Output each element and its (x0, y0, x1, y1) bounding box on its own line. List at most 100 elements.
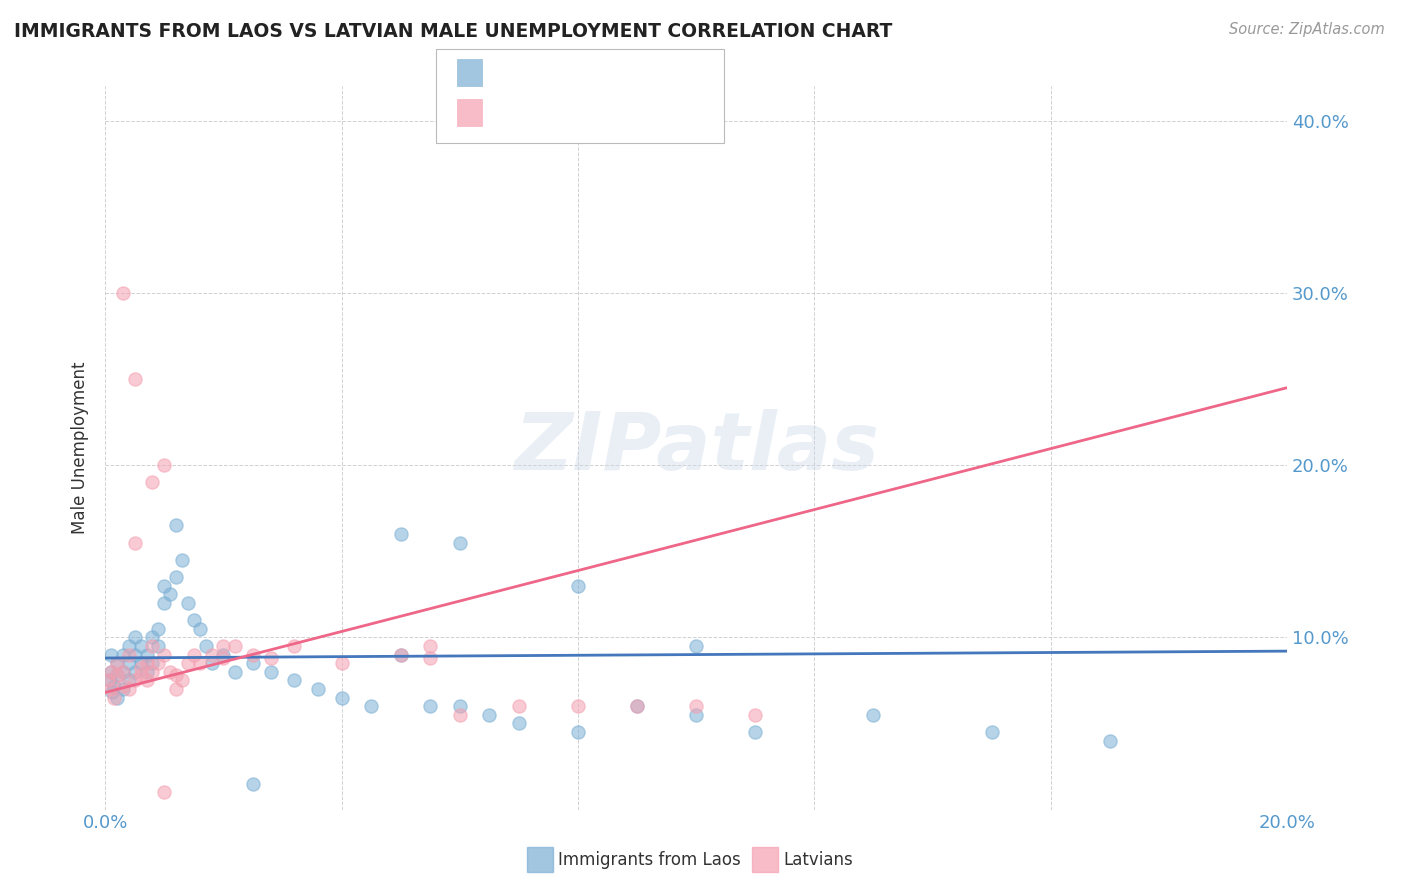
Point (100, 665, 122, 679)
Point (159, 587, 181, 601)
Point (141, 639, 163, 653)
Point (105, 690, 128, 705)
Text: ZIPatlas: ZIPatlas (513, 409, 879, 487)
Point (153, 458, 176, 472)
Point (118, 639, 141, 653)
Point (135, 665, 157, 679)
Point (508, 699, 530, 714)
Point (449, 707, 471, 722)
Point (212, 648, 235, 662)
Point (419, 651, 441, 665)
Point (330, 690, 353, 705)
Point (124, 631, 146, 645)
Point (148, 639, 170, 653)
Point (141, 631, 163, 645)
Point (194, 639, 217, 653)
Text: R = 0.021   N = 61: R = 0.021 N = 61 (489, 63, 673, 81)
Point (389, 648, 412, 662)
Point (419, 699, 441, 714)
Point (183, 648, 205, 662)
Point (862, 707, 884, 722)
Point (124, 648, 146, 662)
Y-axis label: Male Unemployment: Male Unemployment (72, 361, 89, 534)
Point (118, 656, 141, 670)
Point (124, 535, 146, 549)
Point (183, 613, 205, 627)
Point (141, 656, 163, 670)
Point (242, 656, 264, 670)
Point (165, 681, 187, 696)
Text: IMMIGRANTS FROM LAOS VS LATVIAN MALE UNEMPLOYMENT CORRELATION CHART: IMMIGRANTS FROM LAOS VS LATVIAN MALE UNE… (14, 22, 893, 41)
Point (330, 656, 353, 670)
Point (103, 679, 125, 693)
Point (170, 553, 193, 567)
Point (165, 570, 187, 584)
Point (124, 673, 146, 688)
Point (105, 668, 128, 682)
Point (685, 707, 707, 722)
Point (567, 579, 589, 593)
Text: Source: ZipAtlas.com: Source: ZipAtlas.com (1229, 22, 1385, 37)
Point (129, 668, 152, 682)
Point (224, 665, 246, 679)
Point (200, 648, 222, 662)
Point (111, 285, 134, 300)
Point (101, 685, 124, 699)
Point (159, 665, 181, 679)
Point (153, 785, 176, 799)
Point (153, 596, 176, 610)
Point (153, 648, 176, 662)
Point (567, 725, 589, 739)
Point (508, 716, 530, 731)
Point (135, 656, 157, 670)
Point (141, 475, 163, 490)
Point (111, 681, 134, 696)
Point (449, 699, 471, 714)
Point (111, 648, 134, 662)
Point (626, 699, 648, 714)
Point (242, 648, 264, 662)
Point (744, 725, 766, 739)
Point (148, 656, 170, 670)
Point (124, 665, 146, 679)
Point (129, 661, 152, 675)
Point (188, 622, 211, 636)
Point (224, 639, 246, 653)
Point (111, 679, 134, 693)
Point (200, 656, 222, 670)
Point (307, 681, 329, 696)
Point (118, 681, 141, 696)
Text: Immigrants from Laos: Immigrants from Laos (558, 851, 741, 869)
Point (153, 579, 176, 593)
Point (283, 673, 305, 688)
Point (118, 673, 141, 688)
Point (98, 673, 121, 688)
Point (177, 596, 200, 610)
Point (177, 656, 200, 670)
Point (129, 656, 152, 670)
Point (111, 665, 134, 679)
Point (118, 648, 141, 662)
Point (567, 699, 589, 714)
Point (744, 707, 766, 722)
Point (124, 372, 146, 386)
Point (105, 656, 128, 670)
Point (685, 639, 707, 653)
Point (97, 673, 120, 688)
Point (141, 665, 163, 679)
Point (626, 699, 648, 714)
Point (129, 639, 152, 653)
Point (360, 699, 382, 714)
Point (260, 651, 283, 665)
Point (188, 656, 211, 670)
Point (212, 651, 235, 665)
Point (260, 665, 283, 679)
Point (105, 656, 128, 670)
Point (389, 527, 412, 541)
Point (170, 673, 193, 688)
Point (100, 665, 122, 679)
Text: Latvians: Latvians (783, 851, 853, 869)
Point (103, 690, 125, 705)
Point (135, 673, 157, 688)
Point (100, 681, 122, 696)
